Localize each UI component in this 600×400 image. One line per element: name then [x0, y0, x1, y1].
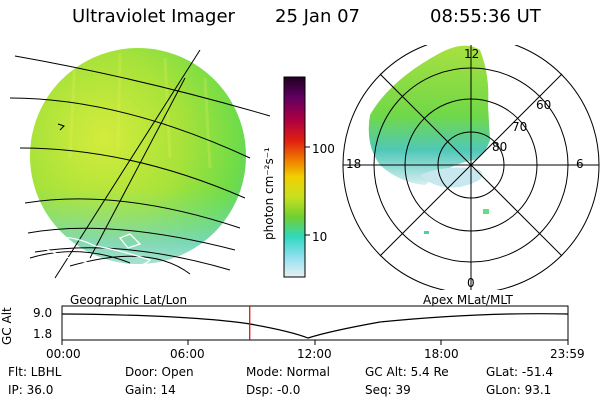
colorbar-tick-10: 10 [312, 230, 328, 244]
intensity-colorbar [283, 76, 310, 278]
image-time: 08:55:36 UT [430, 6, 541, 27]
track-y-tick-min: 1.8 [33, 327, 53, 341]
track-right-label: Apex MLat/MLT [423, 293, 513, 307]
colorbar-unit-label: photon cm⁻²s⁻¹ [262, 147, 276, 240]
status-door: Door: Open [125, 365, 194, 379]
status-glon: GLon: 93.1 [486, 383, 552, 397]
mlat-label-70: 70 [512, 120, 528, 134]
track-x-tick-1200: 12:00 [297, 347, 332, 361]
track-axis-title: GC Alt [0, 307, 14, 345]
status-gain: Gain: 14 [125, 383, 176, 397]
mlt-label-18: 18 [346, 157, 362, 171]
status-seq: Seq: 39 [365, 383, 411, 397]
status-dsp: Dsp: -0.0 [246, 383, 301, 397]
status-gc-alt: GC Alt: 5.4 Re [365, 365, 449, 379]
status-glat: GLat: -51.4 [486, 365, 553, 379]
mlt-label-12: 12 [464, 47, 480, 61]
orbit-altitude-track [61, 305, 569, 345]
mlt-label-6: 6 [576, 157, 584, 171]
instrument-title: Ultraviolet Imager [72, 6, 235, 27]
track-x-tick-0600: 06:00 [170, 347, 205, 361]
track-x-tick-0000: 00:00 [46, 347, 81, 361]
track-x-tick-1800: 18:00 [424, 347, 459, 361]
mlt-label-0: 0 [467, 276, 475, 290]
polar-mlat-mlt-plot [342, 45, 600, 290]
earth-globe-image [9, 48, 271, 279]
image-date: 25 Jan 07 [275, 6, 360, 27]
track-y-tick-max: 9.0 [33, 306, 53, 320]
status-filter: Flt: LBHL [8, 365, 62, 379]
colorbar-tick-100: 100 [312, 142, 335, 156]
track-left-label: Geographic Lat/Lon [70, 293, 188, 307]
status-mode: Mode: Normal [246, 365, 330, 379]
mlat-label-60: 60 [536, 98, 552, 112]
mlat-label-80: 80 [492, 140, 508, 154]
track-x-tick-2359: 23:59 [550, 347, 585, 361]
status-ip: IP: 36.0 [8, 383, 54, 397]
